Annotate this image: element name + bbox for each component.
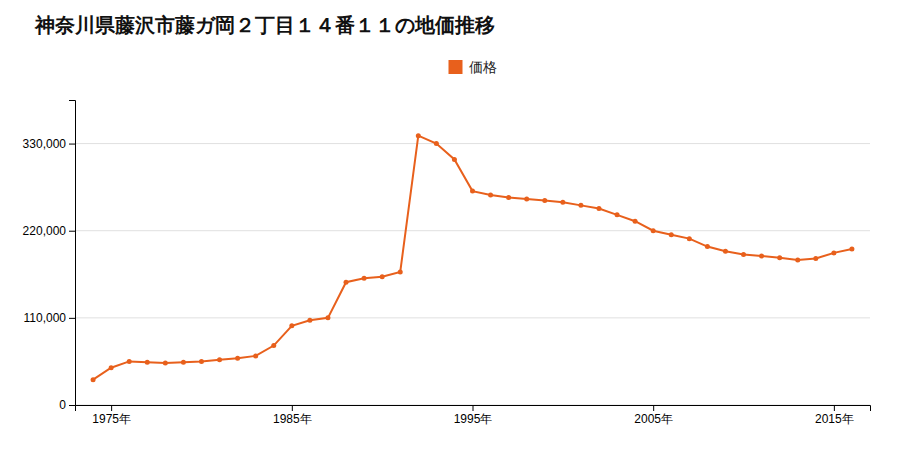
point	[253, 353, 258, 358]
y-tick-label: 220,000	[23, 224, 67, 238]
point	[651, 228, 656, 233]
x-tick: 1975年	[92, 405, 131, 426]
series-line	[93, 136, 852, 380]
point	[669, 232, 674, 237]
y-tick-mark	[69, 231, 75, 232]
chart-container: 神奈川県藤沢市藤ガ岡２丁目１４番１１の地価推移 1975年 1985年 1995年 20…	[0, 0, 900, 450]
plot-area: 1975年 1985年 1995年 2005年 2015年 0 110,000 220,000…	[23, 101, 871, 426]
y-tick: 0	[59, 398, 75, 412]
grid-line	[75, 230, 870, 231]
point	[560, 200, 565, 205]
y-tick-label: 330,000	[23, 137, 67, 151]
point	[506, 195, 511, 200]
point	[615, 212, 620, 217]
legend-label: 価格	[469, 59, 497, 75]
point	[470, 189, 475, 194]
point	[705, 244, 710, 249]
point	[723, 249, 728, 254]
point	[199, 359, 204, 364]
x-tick-mark	[653, 405, 654, 411]
legend-swatch	[449, 60, 463, 74]
point	[235, 356, 240, 361]
y-axis: 0 110,000 220,000 330,000	[23, 101, 76, 413]
point	[596, 206, 601, 211]
x-axis-line	[76, 406, 871, 412]
chart-svg: 神奈川県藤沢市藤ガ岡２丁目１４番１１の地価推移 1975年 1985年 1995年 20…	[0, 0, 900, 450]
x-tick-mark	[292, 405, 293, 411]
point	[434, 141, 439, 146]
point	[181, 360, 186, 365]
point	[578, 203, 583, 208]
y-tick: 110,000	[24, 311, 76, 325]
point	[813, 256, 818, 261]
x-tick-label: 1975年	[92, 412, 131, 426]
point	[777, 255, 782, 260]
y-tick: 220,000	[23, 224, 75, 238]
y-tick-label: 110,000	[24, 311, 67, 325]
x-tick: 1985年	[273, 405, 312, 426]
y-tick: 330,000	[23, 137, 75, 151]
grid	[75, 144, 870, 405]
point	[488, 193, 493, 198]
point	[452, 157, 457, 162]
point	[127, 359, 132, 364]
marks	[91, 133, 855, 382]
point	[91, 377, 96, 382]
x-tick-label: 2005年	[634, 412, 673, 426]
x-tick-mark	[473, 405, 474, 411]
point	[109, 365, 114, 370]
point	[542, 198, 547, 203]
point	[145, 360, 150, 365]
point	[325, 315, 330, 320]
point	[398, 269, 403, 274]
x-axis: 1975年 1985年 1995年 2005年 2015年	[76, 405, 871, 426]
legend: 価格	[449, 59, 497, 75]
grid-line	[75, 317, 870, 318]
point	[344, 280, 349, 285]
x-tick: 1995年	[454, 405, 493, 426]
point	[380, 274, 385, 279]
y-axis-line	[69, 101, 76, 406]
x-tick-mark	[111, 405, 112, 411]
y-tick-mark	[69, 144, 75, 145]
point	[759, 254, 764, 259]
y-tick-mark	[69, 318, 75, 319]
grid-line	[75, 143, 870, 144]
title: 神奈川県藤沢市藤ガ岡２丁目１４番１１の地価推移	[34, 13, 495, 37]
point	[687, 236, 692, 241]
point	[362, 276, 367, 281]
x-tick-mark	[834, 405, 835, 411]
point	[524, 197, 529, 202]
x-tick-label: 1985年	[273, 412, 312, 426]
point	[271, 343, 276, 348]
point	[217, 357, 222, 362]
x-tick-label: 1995年	[454, 412, 493, 426]
point	[831, 250, 836, 255]
x-tick: 2005年	[634, 405, 673, 426]
point	[416, 133, 421, 138]
y-tick-label: 0	[59, 398, 66, 412]
point	[633, 219, 638, 224]
y-tick-mark	[69, 405, 75, 406]
point	[307, 318, 312, 323]
x-tick-label: 2015年	[815, 412, 854, 426]
point	[741, 252, 746, 257]
point	[289, 323, 294, 328]
x-tick: 2015年	[815, 405, 854, 426]
legend-item: 価格	[449, 59, 497, 75]
point	[163, 361, 168, 366]
point	[849, 246, 854, 251]
point	[795, 258, 800, 263]
markers	[91, 133, 855, 382]
